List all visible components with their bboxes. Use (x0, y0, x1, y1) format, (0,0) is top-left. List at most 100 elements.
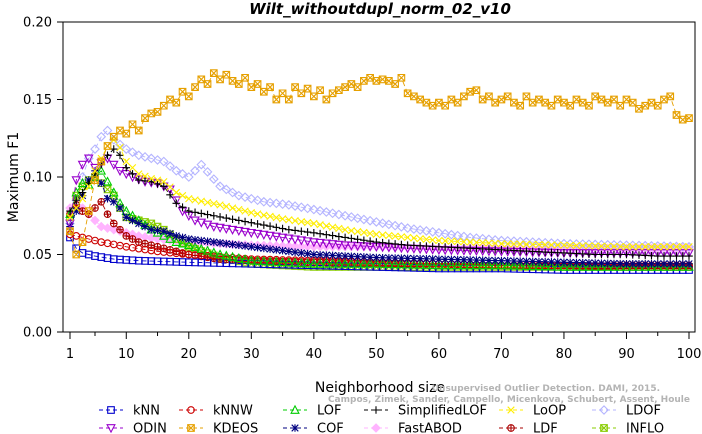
data-point (271, 198, 282, 209)
data-point (391, 232, 399, 240)
data-point (227, 225, 238, 235)
data-point (321, 258, 332, 268)
data-point (277, 199, 288, 210)
legend-item-lof: LOF (283, 404, 342, 419)
data-point (347, 252, 356, 261)
data-point (141, 177, 149, 185)
data-point (478, 256, 487, 265)
data-point (572, 95, 581, 104)
data-point (291, 83, 299, 91)
data-point (315, 258, 325, 268)
data-point (252, 255, 263, 265)
data-point (428, 236, 437, 244)
data-point (641, 243, 649, 251)
data-point (527, 260, 538, 270)
data-point (222, 202, 231, 211)
data-point (590, 249, 601, 259)
data-point (509, 260, 519, 270)
data-point (265, 231, 275, 241)
data-point (372, 238, 381, 246)
data-point (478, 95, 487, 104)
legend-item-fastabod: FastABOD (364, 422, 462, 434)
data-point (440, 228, 451, 239)
data-point (316, 229, 324, 238)
data-point (235, 205, 243, 214)
data-point (291, 226, 299, 235)
data-point (65, 219, 75, 229)
data-point (103, 142, 112, 150)
data-point (172, 199, 181, 208)
data-point (109, 219, 118, 228)
x-tick-label: 10 (118, 347, 135, 362)
data-point (390, 220, 401, 231)
data-point (335, 232, 343, 241)
data-point (478, 239, 487, 247)
data-point (659, 249, 669, 259)
data-point (335, 86, 343, 95)
data-point (391, 80, 399, 88)
data-point (584, 261, 594, 271)
legend-label: LOF (317, 404, 342, 419)
data-point (541, 257, 549, 266)
data-point (665, 241, 676, 252)
data-point (316, 221, 324, 229)
data-point (328, 231, 337, 240)
data-point (341, 226, 349, 234)
data-point (384, 219, 394, 230)
data-point (502, 260, 513, 270)
data-point (653, 101, 662, 110)
data-point (241, 73, 249, 82)
data-point (447, 237, 456, 245)
data-point (240, 254, 250, 264)
data-point (158, 156, 169, 167)
data-point (491, 256, 499, 265)
data-point (603, 259, 612, 268)
data-point (277, 233, 288, 243)
data-point (553, 258, 562, 266)
data-point (621, 249, 632, 259)
data-point (522, 240, 531, 248)
data-point (253, 80, 262, 88)
legend-marker (507, 406, 515, 414)
data-point (216, 201, 224, 209)
legend-item-simplifiedlof: SimplifiedLOF (364, 404, 487, 419)
y-tick-label: 0.10 (23, 171, 52, 186)
data-point (665, 249, 676, 259)
data-point (333, 209, 344, 220)
data-point (108, 134, 119, 145)
data-point (671, 249, 682, 259)
data-point (560, 258, 568, 267)
data-point (221, 184, 232, 195)
x-tick-label: 90 (618, 347, 635, 362)
data-point (296, 236, 307, 246)
data-point (291, 217, 299, 225)
data-point (521, 260, 532, 270)
data-point (597, 95, 606, 104)
data-point (378, 238, 387, 247)
data-point (90, 144, 100, 154)
data-point (466, 256, 474, 264)
data-point (341, 233, 349, 242)
legend-label: kNNW (213, 404, 253, 419)
data-point (685, 260, 693, 268)
data-point (434, 260, 444, 270)
data-point (534, 261, 544, 271)
data-point (72, 232, 81, 240)
data-point (233, 190, 244, 201)
data-point (522, 257, 531, 266)
data-point (228, 215, 237, 224)
data-point (466, 238, 474, 246)
series-odin (65, 154, 694, 259)
data-point (660, 260, 668, 268)
data-point (334, 258, 344, 268)
data-point (221, 224, 232, 234)
data-point (385, 254, 393, 262)
data-point (415, 225, 426, 235)
data-point (652, 249, 663, 259)
data-point (183, 172, 194, 182)
data-point (634, 249, 644, 259)
data-point (521, 236, 532, 247)
y-tick-label: 0.20 (23, 16, 52, 31)
data-point (260, 221, 268, 229)
data-point (203, 80, 212, 88)
